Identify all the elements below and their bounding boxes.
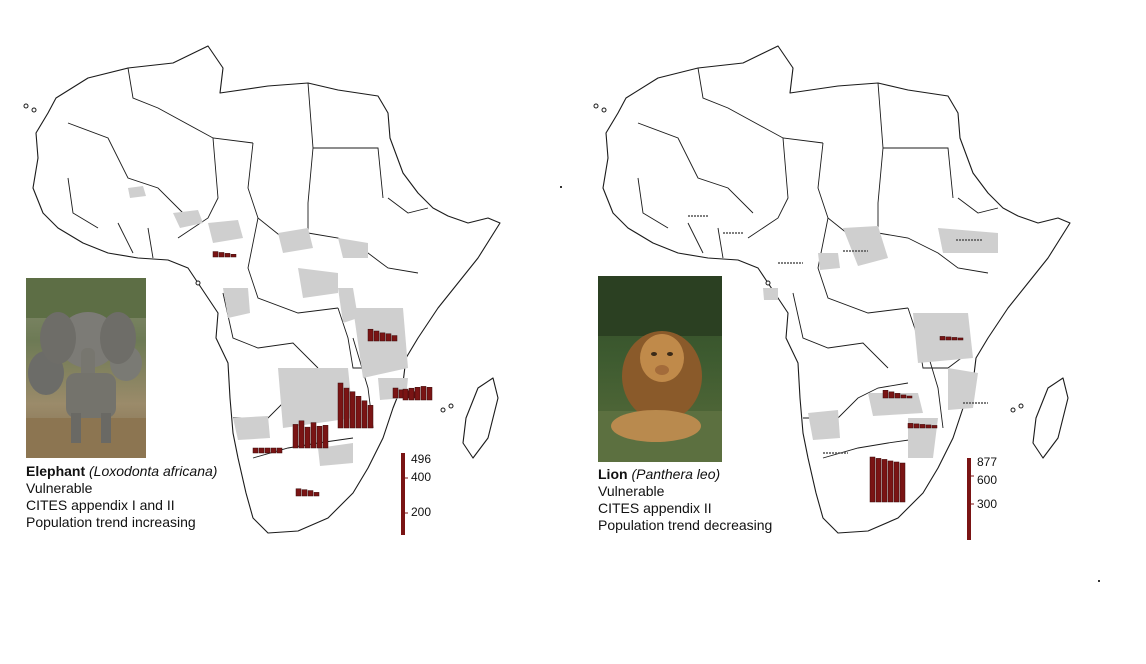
population-bar — [307, 490, 314, 497]
population-bar — [882, 390, 889, 399]
population-bar — [367, 405, 374, 429]
status-line: Vulnerable — [598, 483, 665, 499]
population-bar — [893, 461, 900, 503]
population-bar — [355, 395, 362, 429]
species-name: Elephant — [26, 463, 86, 479]
species-name: Lion — [598, 466, 628, 482]
elephant-icon — [26, 278, 146, 458]
africa-map: 496 400 200 — [23, 45, 501, 535]
trend-line: Population trend increasing — [26, 514, 196, 530]
population-bar — [276, 447, 283, 454]
scale-low-label: 300 — [977, 497, 997, 511]
scale-legend: 496 400 200 — [401, 452, 431, 535]
lion-photo — [598, 276, 722, 462]
population-bar — [414, 387, 421, 401]
population-bar — [218, 252, 225, 258]
population-bar — [295, 488, 302, 497]
population-bar — [408, 387, 415, 401]
population-bar — [316, 425, 323, 449]
population-bar — [224, 253, 231, 258]
population-bar — [945, 336, 952, 341]
population-bar — [343, 387, 350, 429]
population-bar — [258, 447, 265, 454]
lion-caption: Lion (Panthera leo) Vulnerable CITES app… — [598, 466, 858, 534]
africa-map: 877 600 300 — [593, 45, 1071, 540]
population-bar — [337, 382, 344, 429]
lion-icon — [598, 276, 722, 462]
population-bar — [349, 391, 356, 429]
population-bar — [298, 420, 305, 449]
cites-line: CITES appendix II — [598, 500, 712, 516]
population-bar — [402, 388, 409, 401]
madagascar — [1032, 377, 1069, 459]
population-bar — [875, 458, 882, 503]
scale-mid-label: 400 — [411, 470, 431, 484]
population-bar — [264, 447, 271, 454]
population-bars — [869, 336, 964, 503]
population-bar — [322, 425, 329, 449]
population-bar — [310, 422, 317, 449]
scale-max-label: 877 — [977, 455, 997, 469]
population-bar — [313, 492, 320, 497]
population-bar — [919, 424, 926, 429]
population-bar — [913, 423, 920, 429]
population-bar — [907, 423, 914, 429]
population-bar — [373, 330, 380, 342]
population-bar — [426, 387, 433, 401]
stray-dot — [1098, 580, 1100, 582]
small-population-markers — [688, 215, 988, 454]
africa-outline — [602, 45, 1071, 534]
population-bar — [869, 456, 876, 503]
population-bar — [385, 333, 392, 342]
population-bar — [252, 447, 259, 454]
population-bar — [391, 335, 398, 342]
population-bar — [925, 424, 932, 429]
population-bar — [420, 386, 427, 401]
population-bar — [361, 400, 368, 429]
africa-outline — [32, 45, 501, 534]
elephant-panel: 496 400 200 Elephant (Loxo — [8, 38, 548, 548]
madagascar — [462, 377, 499, 459]
population-bar — [931, 425, 938, 429]
population-bar — [212, 251, 219, 258]
population-bar — [379, 332, 386, 342]
scale-bar — [967, 458, 971, 540]
population-bar — [888, 391, 895, 399]
lion-panel: 877 600 300 Lion (Panthera leo) Vulnerab… — [578, 38, 1118, 548]
population-bar — [392, 387, 399, 399]
scale-max-label: 496 — [411, 452, 431, 466]
scientific-name: (Panthera leo) — [631, 466, 721, 482]
stray-dot — [560, 186, 562, 188]
population-bar — [900, 394, 907, 399]
population-bar — [270, 447, 277, 454]
population-bar — [304, 426, 311, 449]
population-bar — [951, 337, 958, 341]
scientific-name: (Loxodonta africana) — [89, 463, 218, 479]
population-bar — [906, 395, 913, 399]
scale-low-label: 200 — [411, 505, 431, 519]
population-bar — [899, 462, 906, 503]
population-bar — [957, 337, 964, 341]
cites-line: CITES appendix I and II — [26, 497, 175, 513]
population-bar — [887, 460, 894, 503]
population-bar — [230, 254, 237, 258]
scale-bar — [401, 453, 405, 535]
population-bars — [212, 251, 433, 497]
scale-legend: 877 600 300 — [967, 455, 997, 540]
trend-line: Population trend decreasing — [598, 517, 773, 533]
scale-mid-label: 600 — [977, 473, 997, 487]
population-bar — [367, 328, 374, 342]
population-bar — [894, 393, 901, 399]
population-bar — [881, 459, 888, 503]
elephant-caption: Elephant (Loxodonta africana) Vulnerable… — [26, 463, 286, 531]
status-line: Vulnerable — [26, 480, 93, 496]
population-bar — [301, 489, 308, 497]
population-bar — [939, 336, 946, 341]
population-bar — [292, 424, 299, 449]
elephant-photo — [26, 278, 146, 458]
